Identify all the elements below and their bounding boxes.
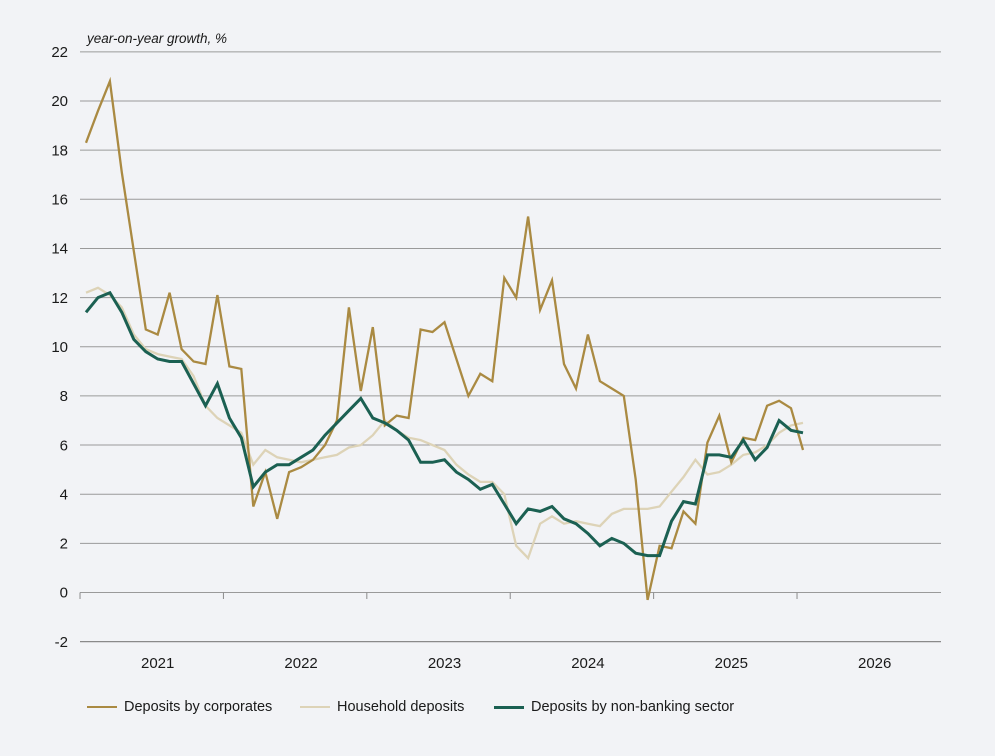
legend-item-corporates: Deposits by corporates	[87, 698, 272, 716]
y-tick-label: 12	[51, 290, 68, 307]
y-tick-label: 16	[51, 192, 68, 209]
legend-label-household: Household deposits	[337, 699, 465, 715]
legend-item-household: Household deposits	[300, 698, 464, 716]
zero-line-ticks	[79, 592, 798, 599]
chart-axis-note: year-on-year growth, %	[87, 31, 228, 46]
y-tick-label: 22	[51, 44, 68, 61]
year-label: 2025	[715, 655, 748, 672]
y-tick-label: 10	[51, 339, 68, 356]
y-tick-label: -2	[55, 634, 68, 651]
year-label: 2026	[858, 655, 891, 672]
year-label: 2023	[428, 655, 461, 672]
legend-label-non-banking: Deposits by non-banking sector	[531, 699, 735, 715]
legend-swatch-corporates	[87, 706, 117, 708]
y-tick-label: 4	[60, 486, 68, 503]
year-label: 2021	[141, 655, 174, 672]
y-tick-label: 20	[51, 93, 68, 110]
legend-swatch-non-banking	[494, 705, 524, 709]
series-line-deposits-by-corporates	[84, 76, 805, 601]
x-axis-labels: 2021 2022 2023 2024 2025 2026	[141, 655, 891, 672]
legend-label-corporates: Deposits by corporates	[124, 699, 273, 715]
y-tick-label: 0	[60, 585, 68, 602]
year-label: 2024	[571, 655, 604, 672]
y-tick-label: 8	[60, 388, 68, 405]
y-tick-label: 2	[60, 536, 68, 553]
legend-item-non-banking: Deposits by non-banking sector	[494, 698, 734, 716]
legend-swatch-household	[300, 706, 330, 708]
y-tick-label: 6	[60, 437, 68, 454]
series-line-deposits-by-non-banking-sector	[84, 290, 804, 558]
y-tick-label: 18	[51, 142, 68, 159]
y-tick-label: 14	[51, 241, 68, 258]
year-label: 2022	[284, 655, 317, 672]
